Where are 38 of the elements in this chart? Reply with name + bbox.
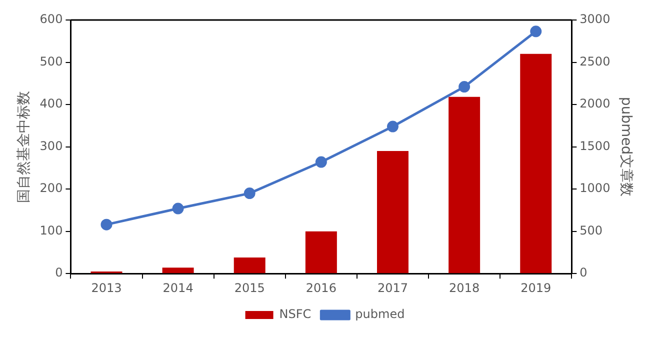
point [172,202,184,214]
y-tick-label: 600 [40,12,63,26]
legend-label: pubmed [355,307,405,322]
x-tick-label: 2016 [306,280,336,295]
point [244,188,256,200]
y2-tick-label: 2500 [580,54,610,68]
y-tick-label: 300 [40,138,63,153]
point [315,156,327,168]
x-tick-label: 2019 [520,280,552,295]
x-tick-label: 2015 [234,280,265,295]
y-axis-title: 国自然基金中标数 [16,90,32,203]
y2-tick-label: 1500 [580,138,610,153]
y2-tick-label: 2000 [580,96,610,111]
y2-tick-label: 500 [580,223,603,238]
y-tick-label: 100 [40,223,63,238]
bar [305,231,337,274]
y-tick-label: 400 [40,96,63,111]
point [530,26,542,38]
y-tick-label: 0 [55,266,63,280]
y2-tick-label: 0 [580,266,588,280]
bar [234,258,266,274]
y2-tick-label: 3000 [580,12,610,26]
x-tick-label: 2014 [162,280,194,295]
x-tick-label: 2018 [449,280,480,295]
point [387,120,398,132]
bar [448,96,480,274]
y2-tick-label: 1000 [580,181,610,196]
bar [520,54,552,274]
point [100,218,112,230]
y-tick-label: 500 [40,54,63,68]
x-tick-label: 2013 [91,280,122,295]
y-tick-label: 200 [40,181,63,196]
bar [162,268,194,274]
x-tick-label: 2017 [377,280,408,295]
legend-label: NSFC [279,307,312,322]
y2-axis-title: pubmed文章数 [618,96,634,197]
point [458,81,470,93]
bar [377,151,408,274]
